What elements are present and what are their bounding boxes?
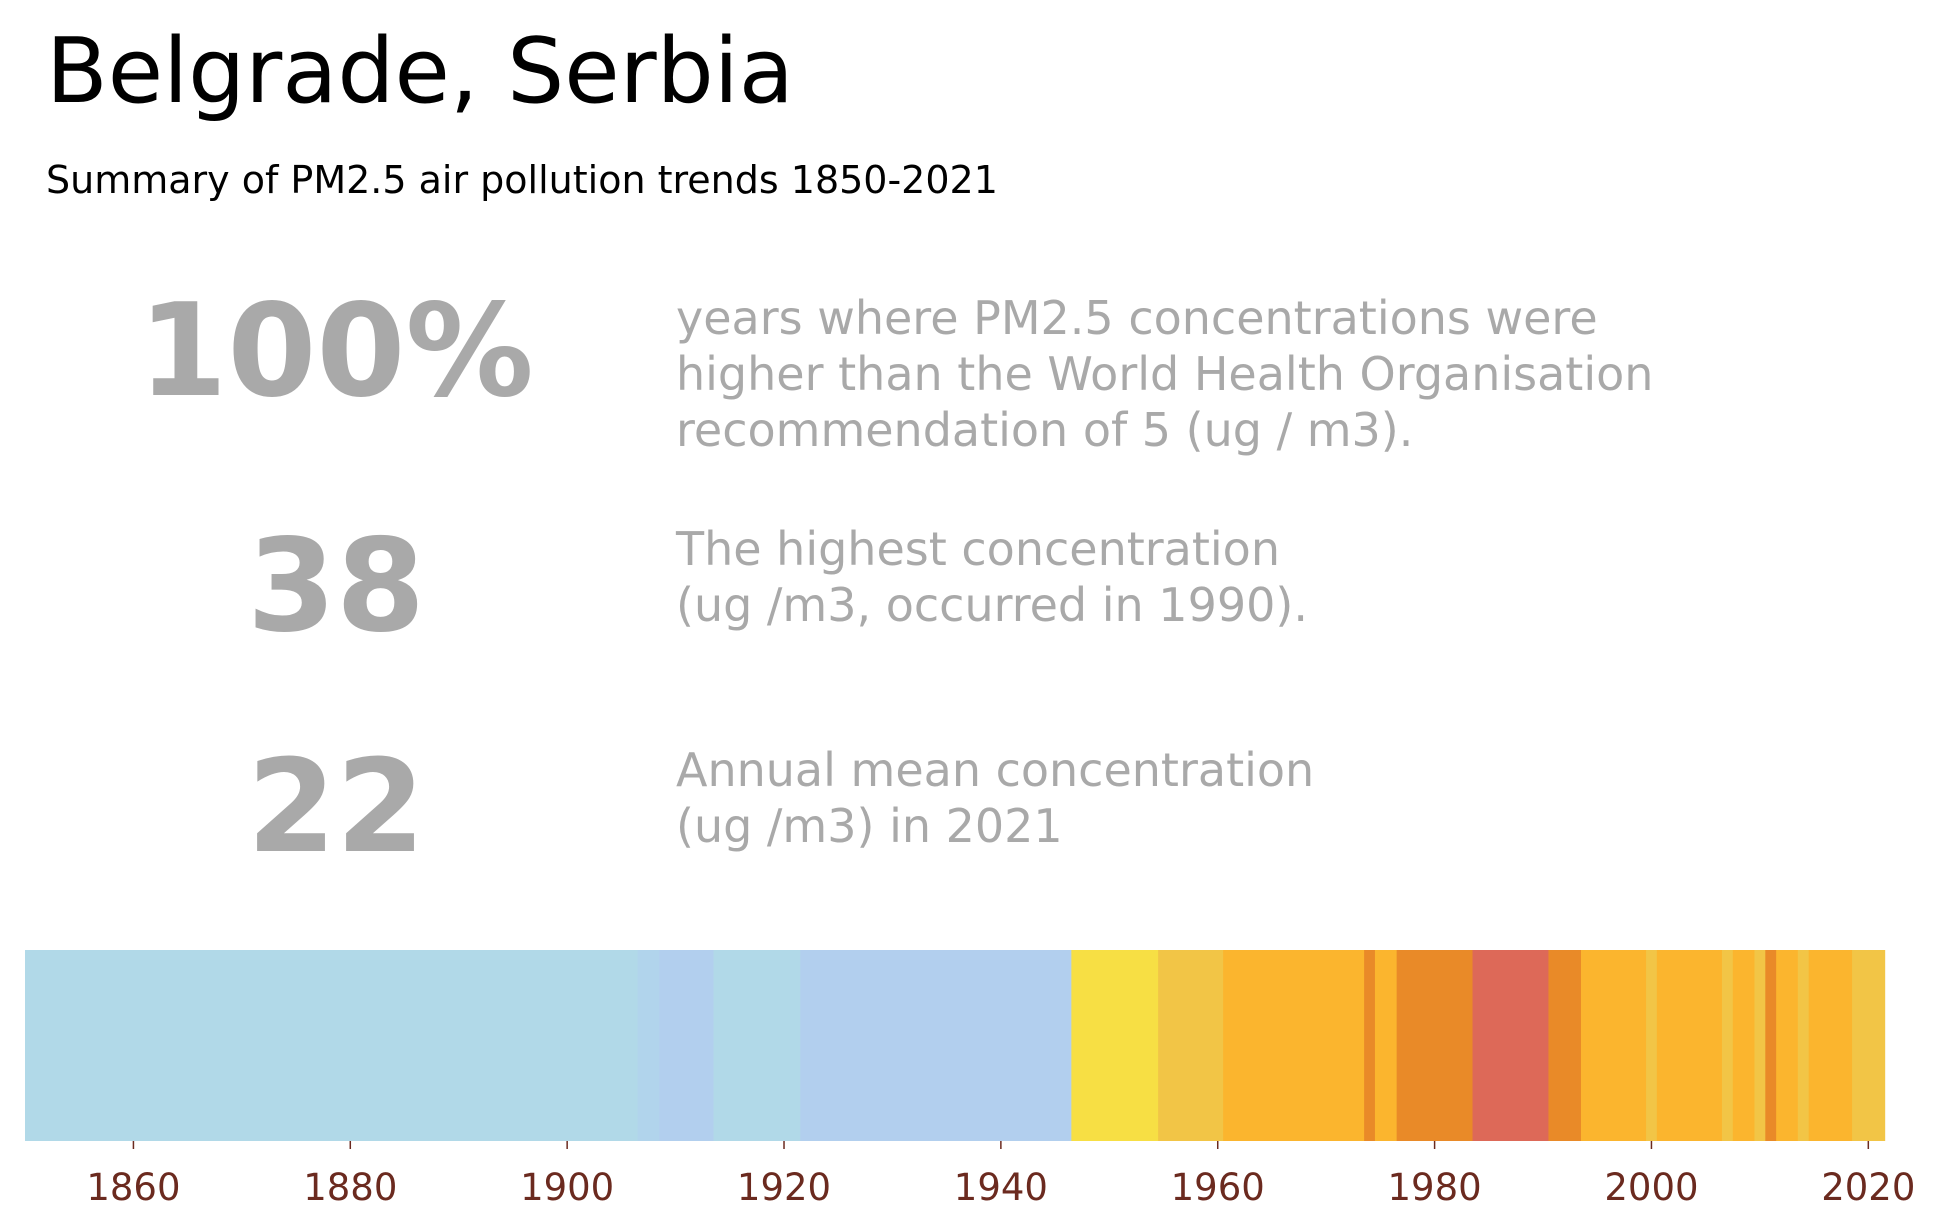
stripe-15 xyxy=(1656,950,1723,1141)
x-tick-label-1980: 1980 xyxy=(1388,1166,1482,1209)
x-tick-label-2020: 2020 xyxy=(1821,1166,1915,1209)
stripe-0 xyxy=(25,950,639,1141)
stripe-10 xyxy=(1396,950,1474,1141)
stat-description-annual-mean: Annual mean concentration (ug /m3) in 20… xyxy=(676,743,1315,853)
x-tick-label-1920: 1920 xyxy=(737,1166,831,1209)
x-tick-label-1960: 1960 xyxy=(1171,1166,1265,1209)
stripe-23 xyxy=(1852,950,1886,1141)
stripe-18 xyxy=(1754,950,1766,1141)
x-tick-label-2000: 2000 xyxy=(1604,1166,1698,1209)
stat-value-highest: 38 xyxy=(246,512,426,661)
stripe-11 xyxy=(1472,950,1550,1141)
x-tick-label-1860: 1860 xyxy=(86,1166,180,1209)
x-tick-label-1880: 1880 xyxy=(303,1166,397,1209)
stripe-13 xyxy=(1580,950,1647,1141)
stripe-3 xyxy=(713,950,801,1141)
stripe-8 xyxy=(1364,950,1376,1141)
stripe-22 xyxy=(1808,950,1853,1141)
page-subtitle: Summary of PM2.5 air pollution trends 18… xyxy=(46,158,998,202)
stripe-14 xyxy=(1646,950,1658,1141)
stripe-17 xyxy=(1732,950,1756,1141)
stripe-19 xyxy=(1765,950,1777,1141)
stripe-6 xyxy=(1158,950,1224,1141)
page-title: Belgrade, Serbia xyxy=(46,19,794,124)
stripe-12 xyxy=(1548,950,1582,1141)
stripe-4 xyxy=(800,950,1072,1141)
stat-description-exceedance: years where PM2.5 concentrations were hi… xyxy=(676,291,1654,457)
stripe-21 xyxy=(1797,950,1810,1141)
stripe-9 xyxy=(1374,950,1398,1141)
x-tick-label-1940: 1940 xyxy=(954,1166,1048,1209)
stat-description-highest: The highest concentration (ug /m3, occur… xyxy=(676,522,1308,632)
stripe-16 xyxy=(1721,950,1734,1141)
stripe-7 xyxy=(1223,950,1365,1141)
stripe-1 xyxy=(637,950,660,1141)
stripe-5 xyxy=(1071,950,1159,1141)
stat-value-annual-mean: 22 xyxy=(246,733,426,882)
x-tick-label-1900: 1900 xyxy=(520,1166,614,1209)
stripe-20 xyxy=(1776,950,1799,1141)
stat-value-exceedance: 100% xyxy=(138,277,534,426)
stripe-2 xyxy=(659,950,715,1141)
